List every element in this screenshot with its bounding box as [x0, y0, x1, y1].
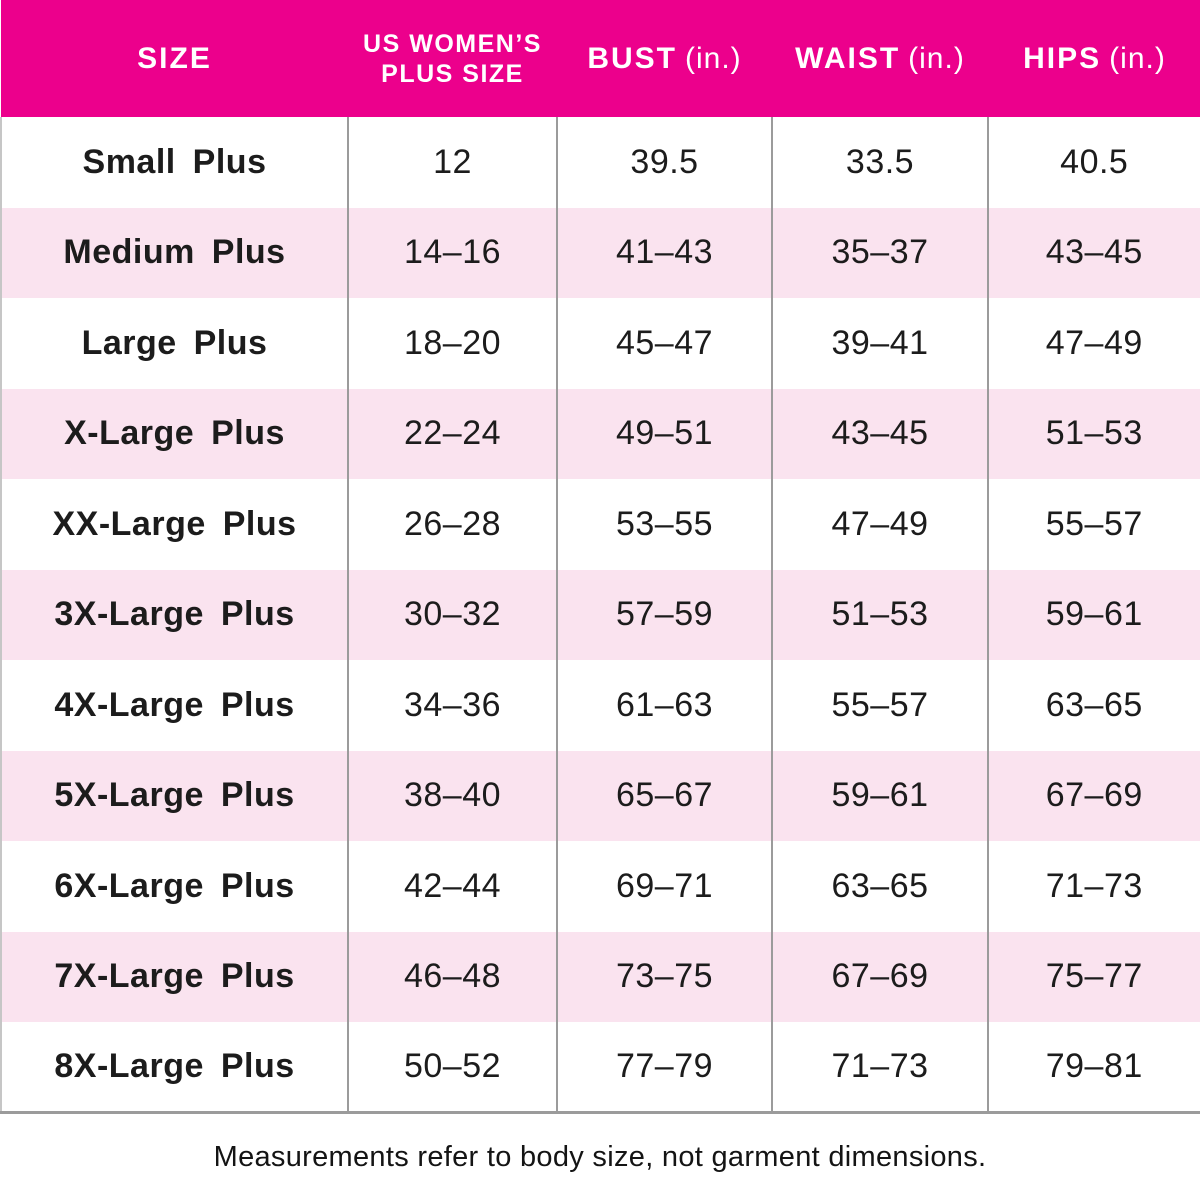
bust-cell: 49–51: [557, 388, 773, 479]
header-cell-bust: BUST (in.): [557, 0, 772, 117]
hips-cell: 59–61: [988, 569, 1200, 660]
waist-header-label: WAIST: [795, 41, 901, 75]
plus-size-cell: 30–32: [348, 569, 558, 660]
waist-cell: 67–69: [772, 931, 989, 1022]
plus-size-cell: 42–44: [348, 841, 558, 932]
table-row: Small Plus 12 39.5 33.5 40.5: [0, 117, 1200, 208]
table-row: XX-Large Plus 26–28 53–55 47–49 55–57: [0, 479, 1200, 570]
table-row: 4X-Large Plus 34–36 61–63 55–57 63–65: [0, 660, 1200, 751]
size-cell: 6X-Large Plus: [0, 841, 349, 932]
waist-cell: 39–41: [772, 298, 989, 389]
plus-size-cell: 50–52: [348, 1022, 558, 1114]
size-chart-table: SIZE US WOMEN’S PLUS SIZE BUST (in.) WAIS…: [0, 0, 1200, 1114]
size-cell: 3X-Large Plus: [0, 569, 349, 660]
hips-cell: 79–81: [988, 1022, 1200, 1114]
bust-cell: 77–79: [557, 1022, 773, 1114]
bust-cell: 39.5: [557, 117, 773, 208]
size-cell: 5X-Large Plus: [0, 750, 349, 841]
plus-size-cell: 14–16: [348, 207, 558, 298]
hips-cell: 40.5: [988, 117, 1200, 208]
size-header-label: SIZE: [137, 41, 212, 75]
size-cell: Large Plus: [0, 298, 349, 389]
waist-cell: 71–73: [772, 1022, 989, 1114]
bust-cell: 57–59: [557, 569, 773, 660]
bust-cell: 61–63: [557, 660, 773, 751]
waist-cell: 43–45: [772, 388, 989, 479]
waist-cell: 55–57: [772, 660, 989, 751]
plus-size-cell: 34–36: [348, 660, 558, 751]
table-row: X-Large Plus 22–24 49–51 43–45 51–53: [0, 388, 1200, 479]
waist-cell: 47–49: [772, 479, 989, 570]
table-row: Medium Plus 14–16 41–43 35–37 43–45: [0, 207, 1200, 298]
bust-cell: 53–55: [557, 479, 773, 570]
table-row: 8X-Large Plus 50–52 77–79 71–73 79–81: [0, 1022, 1200, 1114]
bust-header-label: BUST: [587, 41, 677, 75]
plus-size-cell: 18–20: [348, 298, 558, 389]
waist-cell: 35–37: [772, 207, 989, 298]
hips-cell: 63–65: [988, 660, 1200, 751]
hips-cell: 55–57: [988, 479, 1200, 570]
hips-cell: 67–69: [988, 750, 1200, 841]
hips-cell: 51–53: [988, 388, 1200, 479]
table-row: Large Plus 18–20 45–47 39–41 47–49: [0, 298, 1200, 389]
plus-size-header-line2: PLUS SIZE: [381, 59, 524, 88]
plus-size-cell: 22–24: [348, 388, 558, 479]
header-cell-hips: HIPS (in.): [988, 0, 1200, 117]
footnote: Measurements refer to body size, not gar…: [213, 1141, 987, 1173]
hips-cell: 71–73: [988, 841, 1200, 932]
bust-cell: 41–43: [557, 207, 773, 298]
table-row: 6X-Large Plus 42–44 69–71 63–65 71–73: [0, 841, 1200, 932]
header-row: SIZE US WOMEN’S PLUS SIZE BUST (in.) WAIS…: [1, 0, 1200, 117]
waist-unit-label: (in.): [908, 41, 965, 75]
waist-cell: 33.5: [772, 117, 989, 208]
size-cell: Small Plus: [0, 117, 349, 208]
hips-unit-label: (in.): [1109, 41, 1166, 75]
hips-cell: 47–49: [988, 298, 1200, 389]
size-cell: 4X-Large Plus: [0, 660, 349, 751]
plus-size-cell: 12: [348, 117, 558, 208]
bust-unit-label: (in.): [685, 41, 742, 75]
table-row: 7X-Large Plus 46–48 73–75 67–69 75–77: [0, 931, 1200, 1022]
header-cell-waist: WAIST (in.): [772, 0, 988, 117]
plus-size-cell: 38–40: [348, 750, 558, 841]
waist-cell: 59–61: [772, 750, 989, 841]
bust-cell: 45–47: [557, 298, 773, 389]
waist-cell: 51–53: [772, 569, 989, 660]
plus-size-header-line1: US WOMEN’S: [363, 29, 542, 58]
size-cell: X-Large Plus: [0, 388, 349, 479]
size-cell: Medium Plus: [0, 207, 349, 298]
bust-cell: 65–67: [557, 750, 773, 841]
size-cell: XX-Large Plus: [0, 479, 349, 570]
table-row: 5X-Large Plus 38–40 65–67 59–61 67–69: [0, 750, 1200, 841]
bust-cell: 69–71: [557, 841, 773, 932]
header-cell-plus-size: US WOMEN’S PLUS SIZE: [348, 0, 557, 117]
plus-size-cell: 26–28: [348, 479, 558, 570]
hips-cell: 43–45: [988, 207, 1200, 298]
size-cell: 8X-Large Plus: [0, 1022, 349, 1114]
header-cell-size: SIZE: [1, 0, 348, 117]
waist-cell: 63–65: [772, 841, 989, 932]
table-row: 3X-Large Plus 30–32 57–59 51–53 59–61: [0, 569, 1200, 660]
plus-size-cell: 46–48: [348, 931, 558, 1022]
size-cell: 7X-Large Plus: [0, 931, 349, 1022]
bust-cell: 73–75: [557, 931, 773, 1022]
hips-cell: 75–77: [988, 931, 1200, 1022]
hips-header-label: HIPS: [1023, 41, 1102, 75]
